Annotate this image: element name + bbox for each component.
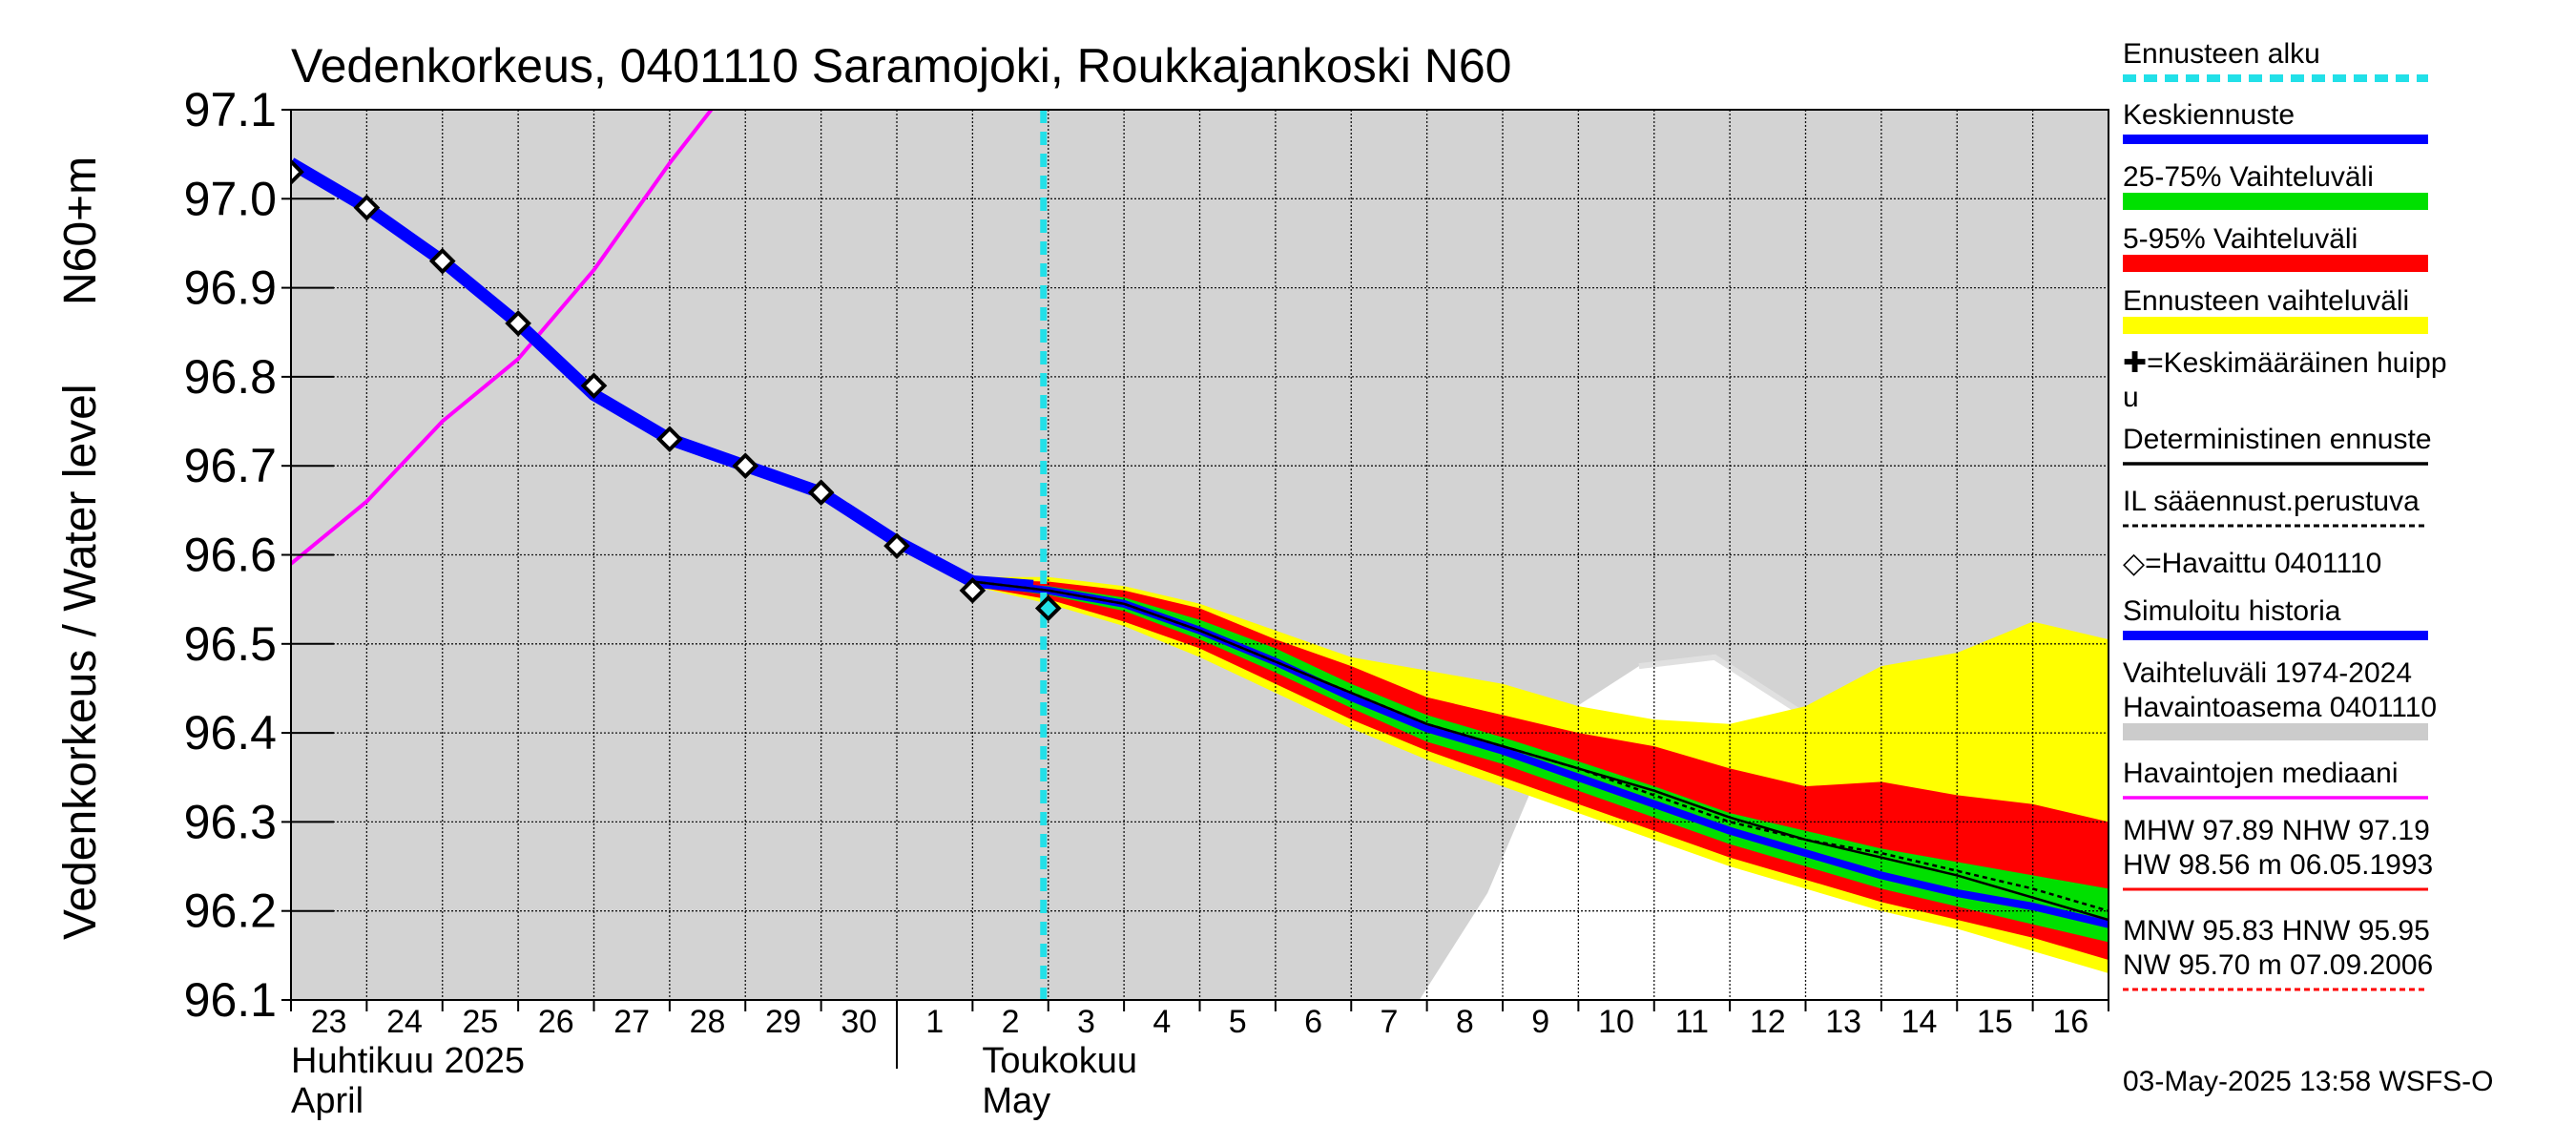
x-tick-label: 7 — [1380, 1004, 1398, 1040]
observed-marker — [883, 532, 910, 559]
legend: Ennusteen alku Keskiennuste 25-75% Vaihtel… — [2123, 38, 2447, 991]
footer-timestamp: 03-May-2025 13:58 WSFS-O — [2123, 1066, 2494, 1097]
x-tick-label: 25 — [463, 1004, 499, 1040]
legend-label: Deterministinen ennuste — [2123, 424, 2432, 455]
legend-label: Havaintojen mediaani — [2123, 758, 2399, 789]
x-tick-label: 23 — [311, 1004, 347, 1040]
legend-label: Havaintoasema 0401110 — [2123, 692, 2437, 723]
y-tick-label: 96.4 — [184, 706, 277, 760]
x-tick-label: 4 — [1153, 1004, 1171, 1040]
y-axis-label: Vedenkorkeus / Water level — [55, 384, 106, 940]
median-observed-line — [291, 110, 714, 566]
plot-area — [291, 110, 2109, 1000]
x-tick-label: 5 — [1229, 1004, 1247, 1040]
legend-swatch — [2123, 723, 2428, 740]
x-tick-label: 28 — [690, 1004, 726, 1040]
observed-marker — [656, 426, 683, 453]
legend-label: Ennusteen alku — [2123, 38, 2320, 70]
legend-swatch — [2123, 317, 2428, 334]
legend-label: 25-75% Vaihteluväli — [2123, 161, 2374, 193]
observed-marker — [732, 452, 759, 480]
x-tick-label: 27 — [613, 1004, 650, 1040]
y-tick-label: 96.9 — [184, 261, 277, 315]
stats-line: HW 98.56 m 06.05.1993 — [2123, 849, 2433, 881]
x-tick-label: 26 — [538, 1004, 574, 1040]
x-tick-label: 29 — [765, 1004, 801, 1040]
x-tick-label: 12 — [1750, 1004, 1786, 1040]
x-tick-label: 13 — [1825, 1004, 1861, 1040]
x-tick-label: 8 — [1456, 1004, 1474, 1040]
observed-marker — [505, 310, 531, 337]
legend-label: Keskiennuste — [2123, 99, 2295, 131]
legend-label: IL sääennust.perustuva — [2123, 486, 2420, 517]
month-label-en: May — [982, 1081, 1050, 1121]
legend-swatch — [2123, 255, 2428, 272]
y-axis-unit: N60+m — [55, 156, 106, 305]
y-tick-label: 96.2 — [184, 885, 277, 938]
legend-label: Ennusteen vaihteluväli — [2123, 285, 2409, 317]
x-tick-label: 3 — [1077, 1004, 1095, 1040]
y-tick-label: 96.8 — [184, 350, 277, 404]
y-tick-label: 97.0 — [184, 172, 277, 225]
chart-title: Vedenkorkeus, 0401110 Saramojoki, Roukka… — [291, 39, 1511, 93]
x-tick-label: 16 — [2052, 1004, 2088, 1040]
x-tick-label: 15 — [1977, 1004, 2013, 1040]
axes: 96.1 96.2 96.3 96.4 96.5 96.6 96.7 96.8 96.9 97.0… — [184, 83, 2109, 1121]
legend-label: 5-95% Vaihteluväli — [2123, 223, 2358, 255]
observed-marker — [291, 158, 304, 186]
observed-marker — [580, 372, 608, 400]
x-tick-label: 2 — [1002, 1004, 1020, 1040]
y-tick-label: 96.6 — [184, 529, 277, 582]
legend-label: Simuloitu historia — [2123, 595, 2341, 627]
x-tick-label: 24 — [386, 1004, 423, 1040]
stats-line: NW 95.70 m 07.09.2006 — [2123, 949, 2433, 981]
observed-marker — [428, 247, 456, 275]
month-label-fi: Toukokuu — [982, 1041, 1137, 1081]
x-tick-label: 10 — [1598, 1004, 1634, 1040]
legend-label: ✚=Keskimääräinen huipp — [2123, 347, 2447, 379]
legend-label: ◇=Havaittu 0401110 — [2123, 548, 2381, 579]
y-tick-label: 97.1 — [184, 83, 277, 136]
legend-swatch — [2123, 193, 2428, 210]
observed-marker — [959, 576, 987, 604]
y-tick-label: 96.3 — [184, 795, 277, 848]
observed-marker — [807, 479, 835, 507]
x-tick-label: 9 — [1531, 1004, 1549, 1040]
x-tick-label: 11 — [1675, 1004, 1709, 1040]
x-tick-label: 1 — [925, 1004, 944, 1040]
legend-label-wrap: u — [2123, 382, 2139, 413]
y-tick-label: 96.7 — [184, 439, 277, 492]
stats-line: MNW 95.83 HNW 95.95 — [2123, 915, 2430, 947]
y-tick-label: 96.1 — [184, 973, 277, 1027]
x-tick-label: 6 — [1304, 1004, 1322, 1040]
observed-marker — [353, 194, 381, 221]
observed-marker — [1034, 594, 1062, 622]
month-label-en: April — [291, 1081, 364, 1121]
il-weather-forecast-line — [972, 580, 2109, 912]
month-label-fi: Huhtikuu 2025 — [291, 1041, 525, 1081]
stats-line: MHW 97.89 NHW 97.19 — [2123, 815, 2430, 846]
legend-label: Vaihteluväli 1974-2024 — [2123, 657, 2412, 689]
y-tick-label: 96.5 — [184, 617, 277, 671]
plot-content — [291, 110, 2109, 1000]
x-tick-label: 30 — [841, 1004, 877, 1040]
x-tick-label: 14 — [1901, 1004, 1938, 1040]
